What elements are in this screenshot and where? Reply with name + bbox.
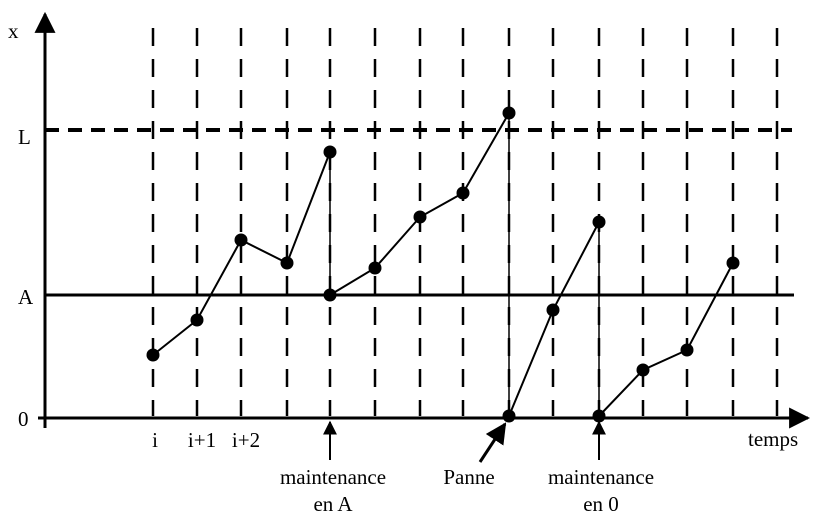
state-point — [190, 313, 204, 327]
y-axis-label: x — [8, 19, 19, 43]
state-point — [234, 233, 248, 247]
path-segment — [329, 112, 510, 296]
state-point — [323, 145, 337, 159]
x-axis-label: temps — [748, 427, 798, 451]
state-point — [502, 409, 516, 423]
step-label: i+1 — [188, 428, 216, 452]
state-point — [726, 256, 740, 270]
state-point — [502, 106, 516, 120]
time-grid — [151, 28, 779, 416]
level-label: A — [18, 285, 34, 309]
state-point — [636, 363, 650, 377]
annotation-arrow — [478, 422, 507, 463]
state-point — [592, 409, 606, 423]
state-point — [146, 348, 160, 362]
annotation-text: maintenance — [548, 465, 654, 489]
state-point — [546, 303, 560, 317]
level-label: 0 — [18, 407, 29, 431]
annotation-text: en A — [313, 492, 353, 516]
state-point — [368, 261, 382, 275]
state-point — [592, 215, 606, 229]
degradation-path — [146, 106, 740, 423]
annotation-text: maintenance — [280, 465, 386, 489]
state-point — [413, 210, 427, 224]
annotation-text: Panne — [443, 465, 494, 489]
state-point — [456, 186, 470, 200]
step-label: i — [152, 428, 158, 452]
step-label: i+2 — [232, 428, 260, 452]
path-segment — [598, 262, 734, 417]
annotation-text: en 0 — [583, 492, 619, 516]
level-label: L — [18, 125, 31, 149]
state-point — [680, 343, 694, 357]
state-point — [323, 288, 337, 302]
state-point — [280, 256, 294, 270]
